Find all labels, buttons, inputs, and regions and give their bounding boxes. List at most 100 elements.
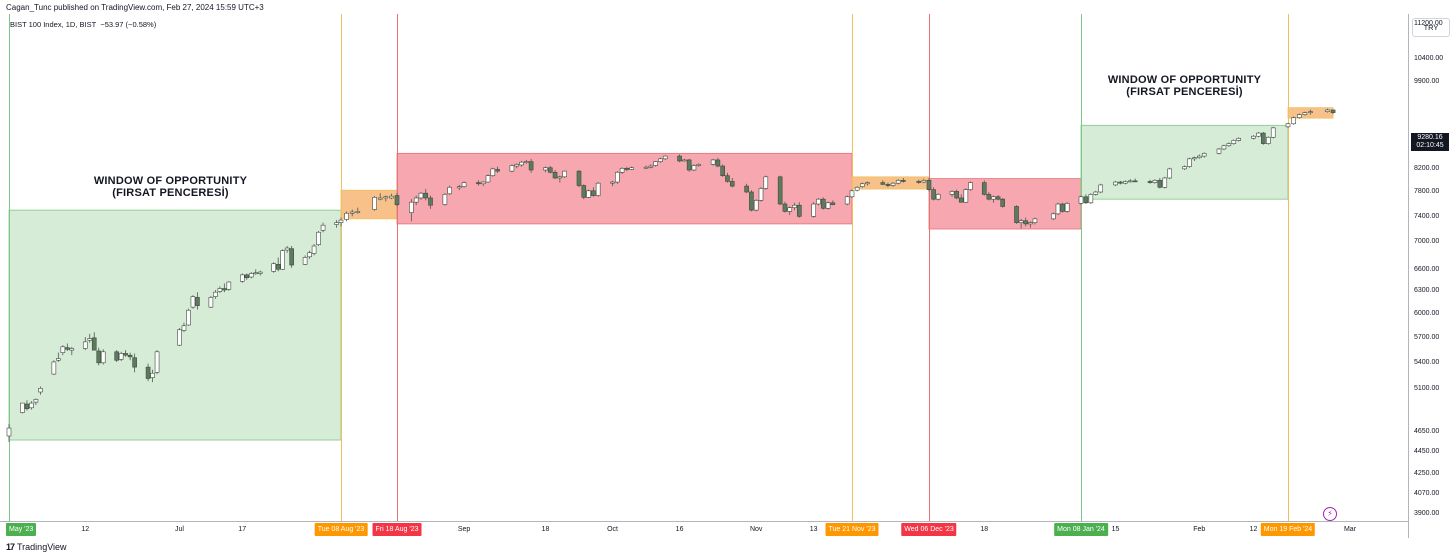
candle-body (461, 182, 467, 187)
candle (586, 189, 591, 198)
chart-area[interactable] (0, 14, 1456, 538)
candle (792, 202, 797, 211)
candle (154, 350, 160, 375)
candle (284, 246, 290, 253)
candle (890, 182, 896, 187)
candle (1167, 167, 1173, 180)
zone-orange-1 (340, 189, 398, 220)
candle (1123, 180, 1128, 185)
candle (595, 182, 601, 197)
change-label: −53.97 (−0.58%) (100, 20, 157, 29)
axes-layer (0, 14, 1409, 538)
candle-body (820, 198, 826, 209)
candle-body (792, 204, 797, 208)
candle (190, 295, 196, 309)
candle-body (65, 347, 70, 350)
currency-button[interactable]: TRY (1412, 18, 1450, 37)
candle-body (239, 274, 245, 282)
x-tick-label: Nov (749, 526, 763, 533)
zone-orange-3 (851, 176, 930, 190)
candle (816, 197, 821, 206)
candle (1083, 194, 1089, 205)
date-tag: Mon 19 Feb '24 (1260, 523, 1316, 536)
candle-body (1064, 203, 1070, 212)
candle-body (1261, 132, 1266, 144)
candle-body (1000, 198, 1005, 207)
lightning-icon[interactable]: ⚡ (1323, 507, 1337, 521)
candle (383, 195, 389, 202)
candle-body (372, 197, 377, 210)
candle (543, 166, 548, 173)
candle (1308, 109, 1313, 115)
candle (1265, 136, 1271, 145)
candle (615, 171, 620, 184)
candle-body (595, 182, 601, 196)
candlestick-chart[interactable] (0, 14, 1456, 538)
candle-body (830, 202, 836, 205)
candle-body (797, 204, 802, 217)
candle-body (1231, 140, 1237, 144)
candle (519, 161, 524, 167)
candle-body (6, 427, 12, 437)
candle-body (524, 161, 529, 163)
candle (1023, 217, 1029, 227)
candle-body (1023, 220, 1029, 225)
annotation-line: (FIRSAT PENCERESİ) (112, 187, 229, 200)
candle-body (1051, 213, 1056, 220)
candle-body (629, 167, 634, 170)
candle-body (509, 165, 515, 172)
candle (1201, 152, 1207, 158)
candle (782, 201, 788, 213)
candle-body (1330, 109, 1336, 113)
candle (186, 308, 191, 326)
candle (91, 332, 97, 351)
x-tick-label: 16 (675, 526, 684, 533)
candle (208, 295, 214, 308)
candle (29, 401, 34, 410)
candle-body (880, 182, 886, 185)
last-price-tag: 9280.16 02:10:45 (1411, 133, 1449, 151)
date-tag: May '23 (6, 523, 37, 536)
candle-body (1028, 222, 1033, 225)
candle-body (720, 165, 725, 176)
date-tag: Tue 08 Aug '23 (314, 523, 368, 536)
candle (127, 352, 133, 361)
candle (1226, 142, 1232, 147)
candle-body (316, 231, 321, 245)
y-tick-label: 7000.00 (1414, 238, 1440, 246)
candle (24, 400, 30, 411)
candle-body (890, 182, 896, 186)
candle (1157, 177, 1163, 189)
zones-layer (8, 107, 1334, 441)
y-tick-label: 5700.00 (1414, 333, 1440, 341)
candle (777, 175, 783, 206)
candle-body (1187, 158, 1192, 167)
candle-body (1167, 168, 1173, 179)
candle-body (1162, 177, 1168, 188)
candle (56, 352, 61, 362)
candle-body (1032, 218, 1038, 223)
x-tick-label: Mar (1343, 526, 1357, 533)
candle-body (744, 185, 749, 193)
candle (456, 184, 462, 191)
candle-body (253, 272, 259, 275)
candle (820, 197, 826, 210)
candle (123, 350, 128, 357)
candle (963, 188, 969, 203)
candle (239, 273, 245, 283)
candle-body (344, 212, 349, 220)
candle-body (349, 211, 355, 214)
date-tag: Fri 18 Aug '23 (372, 523, 422, 536)
tradingview-logo[interactable]: 17 TradingView (6, 542, 67, 552)
candle-body (825, 202, 831, 209)
candle (344, 211, 349, 222)
candle (244, 273, 250, 280)
candle-body (562, 170, 567, 178)
candle-body (926, 179, 932, 190)
candle (1296, 113, 1302, 119)
candle-body (275, 264, 281, 270)
candle-body (490, 168, 496, 176)
candle (624, 166, 630, 172)
candle-body (127, 354, 133, 358)
candle-body (1093, 191, 1099, 195)
